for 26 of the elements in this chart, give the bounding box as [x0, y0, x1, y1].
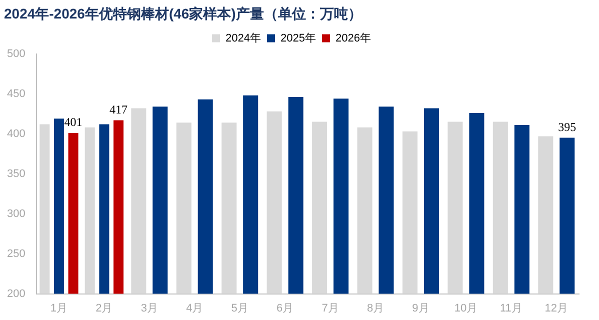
x-tick-label: 1月	[50, 302, 68, 314]
y-tick-label: 250	[6, 248, 26, 260]
y-tick-label: 200	[6, 288, 26, 300]
data-label: 395	[558, 120, 576, 134]
x-tick-label: 8月	[366, 302, 384, 314]
y-tick-label: 500	[6, 48, 26, 60]
x-tick-label: 12月	[544, 302, 568, 314]
x-tick-label: 5月	[231, 302, 248, 314]
legend-label: 2026年	[335, 32, 371, 44]
x-tick-label: 6月	[276, 302, 294, 314]
x-tick-label: 10月	[454, 302, 478, 314]
x-tick-label: 9月	[412, 302, 430, 314]
x-tick-label: 11月	[500, 302, 522, 314]
y-tick-label: 450	[6, 88, 26, 100]
x-tick-label: 2月	[96, 302, 113, 314]
chart-title: 2024年-2026年优特钢棒材(46家样本)产量（单位：万吨）	[4, 5, 362, 22]
y-tick-label: 300	[6, 208, 26, 220]
y-tick-label: 400	[6, 128, 26, 140]
x-tick-label: 7月	[322, 302, 339, 314]
x-tick-label: 4月	[186, 302, 204, 314]
data-label: 417	[110, 102, 128, 116]
legend-label: 2025年	[280, 32, 316, 44]
data-label: 401	[64, 115, 82, 130]
x-tick-label: 3月	[140, 302, 158, 314]
legend-label: 2024年	[226, 32, 262, 44]
y-tick-label: 350	[6, 168, 26, 180]
